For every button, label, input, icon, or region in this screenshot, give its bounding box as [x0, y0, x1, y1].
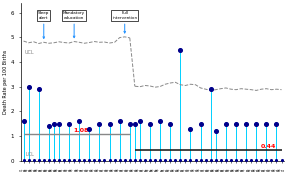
Point [72, 158, 76, 161]
Point [36, 158, 41, 161]
Point [41, 158, 46, 161]
Point [57, 158, 61, 161]
Point [178, 158, 183, 161]
Point [67, 158, 71, 161]
Point [198, 122, 203, 125]
Point [183, 158, 188, 161]
Point [239, 158, 243, 161]
Point [36, 88, 41, 91]
Point [127, 158, 132, 161]
Point [178, 48, 183, 51]
Point [57, 122, 61, 125]
Point [107, 122, 112, 125]
Point [77, 120, 81, 123]
Point [254, 158, 259, 161]
Point [153, 158, 158, 161]
Point [279, 158, 284, 161]
Point [264, 122, 269, 125]
Point [62, 158, 66, 161]
Point [234, 158, 238, 161]
Point [87, 158, 92, 161]
Point [224, 158, 228, 161]
Point [188, 127, 193, 130]
Point [117, 120, 122, 123]
Point [21, 120, 26, 123]
Point [127, 122, 132, 125]
Y-axis label: Death Rate per 100 Births: Death Rate per 100 Births [3, 50, 8, 114]
Text: Mandatory
education: Mandatory education [63, 11, 85, 38]
Point [123, 158, 127, 161]
Point [254, 122, 259, 125]
Point [214, 158, 218, 161]
Point [214, 130, 218, 133]
Point [218, 158, 223, 161]
Point [203, 158, 208, 161]
Point [259, 158, 264, 161]
Point [143, 158, 147, 161]
Point [97, 158, 102, 161]
Point [138, 120, 142, 123]
Point [158, 120, 162, 123]
Point [168, 122, 173, 125]
Point [244, 122, 249, 125]
Point [208, 158, 213, 161]
Point [274, 158, 279, 161]
Point [92, 158, 97, 161]
Text: Sleep
alert: Sleep alert [38, 11, 49, 38]
Text: 0.44: 0.44 [261, 144, 277, 149]
Text: LCL: LCL [25, 152, 34, 157]
Point [133, 158, 137, 161]
Point [244, 158, 249, 161]
Point [26, 85, 31, 88]
Point [51, 122, 56, 125]
Point [51, 158, 56, 161]
Point [193, 158, 198, 161]
Text: Full
intervention: Full intervention [112, 11, 137, 33]
Point [102, 158, 107, 161]
Point [112, 158, 117, 161]
Point [188, 158, 193, 161]
Point [148, 158, 152, 161]
Point [67, 122, 71, 125]
Point [21, 158, 26, 161]
Point [47, 158, 51, 161]
Point [97, 122, 102, 125]
Point [77, 158, 81, 161]
Point [229, 158, 233, 161]
Point [264, 158, 269, 161]
Point [117, 158, 122, 161]
Point [158, 158, 162, 161]
Point [224, 122, 228, 125]
Point [173, 158, 178, 161]
Point [26, 158, 31, 161]
Point [31, 158, 36, 161]
Point [82, 158, 86, 161]
Point [198, 158, 203, 161]
Point [274, 122, 279, 125]
Text: 1.08: 1.08 [74, 128, 89, 133]
Point [163, 158, 168, 161]
Text: UCL: UCL [25, 50, 35, 55]
Point [249, 158, 253, 161]
Point [47, 125, 51, 128]
Point [269, 158, 274, 161]
Point [87, 127, 92, 130]
Point [138, 158, 142, 161]
Point [133, 122, 137, 125]
Point [148, 122, 152, 125]
Point [234, 122, 238, 125]
Point [107, 158, 112, 161]
Point [168, 158, 173, 161]
Point [208, 88, 213, 91]
